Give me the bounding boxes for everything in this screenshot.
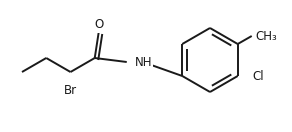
Text: NH: NH bbox=[135, 55, 152, 69]
Text: Cl: Cl bbox=[253, 70, 264, 82]
Text: CH₃: CH₃ bbox=[256, 29, 277, 43]
Text: Br: Br bbox=[64, 84, 77, 96]
Text: O: O bbox=[94, 18, 103, 32]
